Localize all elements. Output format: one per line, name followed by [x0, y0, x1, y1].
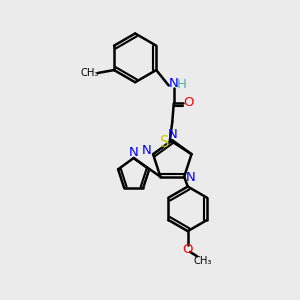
- Text: N: N: [168, 128, 178, 141]
- Text: N: N: [169, 77, 179, 90]
- Text: N: N: [186, 171, 196, 184]
- Text: N: N: [141, 144, 151, 157]
- Text: CH₃: CH₃: [194, 256, 212, 266]
- Text: O: O: [182, 243, 193, 256]
- Text: N: N: [129, 146, 139, 159]
- Text: S: S: [160, 135, 169, 150]
- Text: H: H: [177, 78, 187, 91]
- Text: CH₃: CH₃: [80, 68, 98, 78]
- Text: O: O: [183, 96, 194, 109]
